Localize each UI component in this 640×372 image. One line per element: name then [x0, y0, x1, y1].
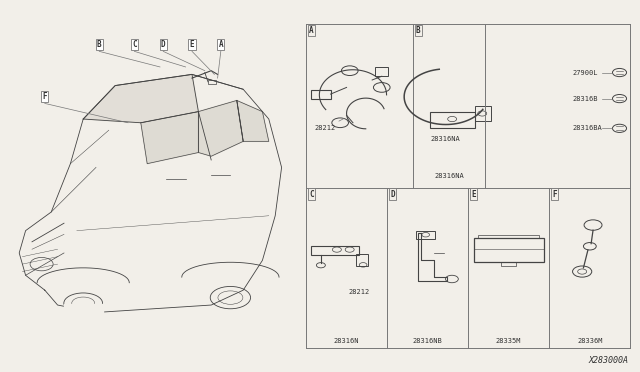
Text: A: A: [218, 40, 223, 49]
Bar: [430, 112, 475, 128]
Text: 28212: 28212: [349, 289, 370, 295]
Bar: [501, 262, 516, 266]
Bar: [312, 90, 331, 99]
Text: E: E: [471, 190, 476, 199]
Polygon shape: [198, 100, 243, 156]
Text: B: B: [97, 40, 102, 49]
Text: 27900L: 27900L: [573, 70, 598, 76]
Text: 28316NA: 28316NA: [434, 173, 464, 179]
Text: D: D: [390, 190, 395, 199]
Text: 28336M: 28336M: [577, 338, 603, 344]
Polygon shape: [83, 74, 198, 123]
Text: 28335M: 28335M: [496, 338, 522, 344]
Text: E: E: [189, 40, 195, 49]
Text: B: B: [416, 26, 420, 35]
Text: F: F: [42, 92, 47, 101]
Text: 28316NA: 28316NA: [431, 136, 461, 142]
Bar: [478, 235, 540, 238]
Text: F: F: [552, 190, 557, 199]
Bar: [356, 254, 367, 266]
Polygon shape: [237, 100, 269, 141]
Bar: [474, 238, 544, 262]
Text: C: C: [309, 190, 314, 199]
Text: C: C: [132, 40, 137, 49]
Text: 28316BA: 28316BA: [573, 125, 602, 131]
Bar: [475, 106, 491, 121]
Bar: [311, 246, 359, 255]
Text: 28316N: 28316N: [333, 338, 359, 344]
Text: X283000A: X283000A: [589, 356, 628, 365]
Text: 28212: 28212: [315, 118, 344, 131]
Text: 28316B: 28316B: [573, 96, 598, 102]
Text: 28316NB: 28316NB: [413, 338, 442, 344]
Text: D: D: [161, 40, 166, 49]
Text: A: A: [309, 26, 314, 35]
Bar: [416, 231, 435, 239]
Bar: [375, 67, 388, 76]
Bar: [208, 80, 216, 84]
Polygon shape: [141, 112, 198, 164]
